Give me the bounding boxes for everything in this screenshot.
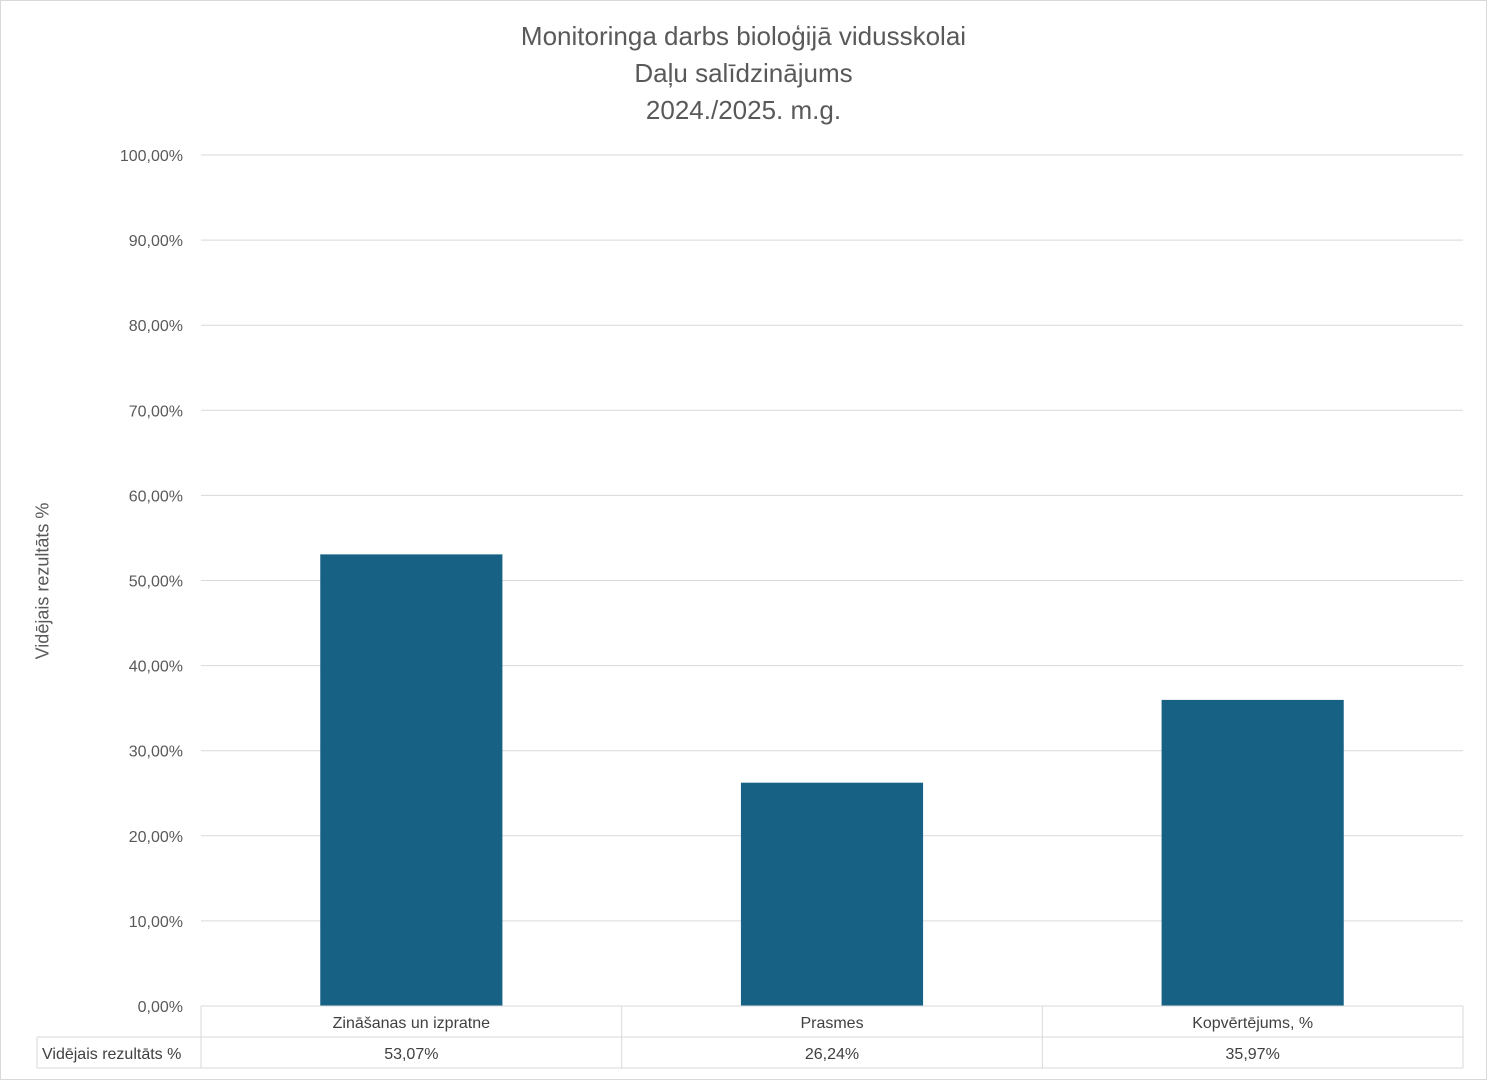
chart-title-line-3: 2024./2025. m.g.	[645, 95, 842, 125]
x-category-label: Zināšanas un izpratne	[333, 1015, 491, 1032]
y-tick-label: 50,00%	[129, 574, 183, 591]
chart-title-line-2: Daļu salīdzinājums	[634, 58, 853, 88]
bar	[740, 782, 924, 1006]
x-category-label: Kopvērtējums, %	[1192, 1015, 1313, 1032]
x-category-label: Prasmes	[800, 1015, 863, 1032]
bar	[320, 554, 503, 1006]
y-tick-label: 20,00%	[129, 829, 183, 846]
table-value-cell: 53,07%	[384, 1046, 438, 1063]
y-tick-label: 90,00%	[129, 233, 183, 250]
y-tick-label: 80,00%	[129, 318, 183, 335]
y-tick-label: 70,00%	[129, 403, 183, 420]
bar	[1161, 699, 1344, 1006]
y-tick-label: 30,00%	[129, 744, 183, 761]
chart-title-line-1: Monitoringa darbs bioloģijā vidusskolai	[520, 21, 967, 51]
y-tick-label: 10,00%	[129, 914, 183, 931]
y-tick-label: 0,00%	[138, 999, 183, 1016]
table-value-cell: 35,97%	[1226, 1046, 1280, 1063]
y-tick-label: 40,00%	[129, 659, 183, 676]
table-value-cell: 26,24%	[805, 1046, 859, 1063]
table-row-header: Vidējais rezultāts %	[42, 1046, 181, 1063]
y-tick-label: 60,00%	[129, 488, 183, 505]
y-tick-label: 100,00%	[120, 148, 183, 165]
